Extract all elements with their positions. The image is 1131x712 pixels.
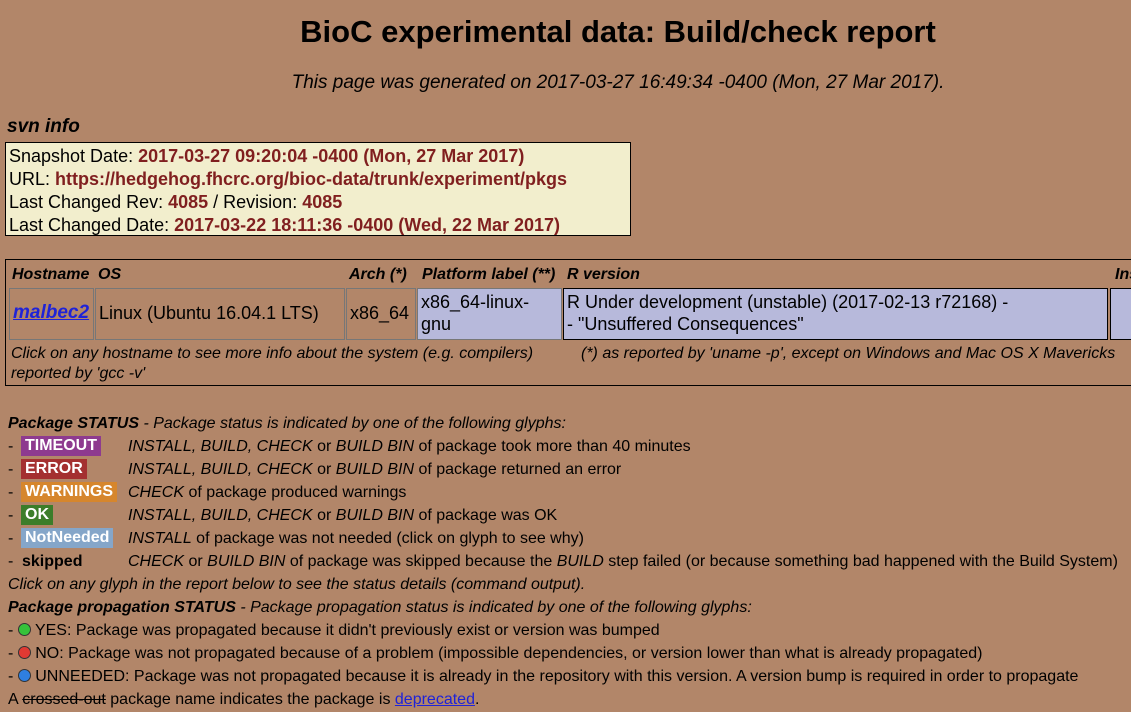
r-version-line-2: - "Unsuffered Consequences" (567, 314, 804, 334)
propagation-yes-text: YES: Package was propagated because it d… (30, 622, 660, 639)
crossed-out-example: crossed-out (22, 691, 106, 708)
os-value: Linux (Ubuntu 16.04.1 LTS) (99, 303, 319, 323)
warnings-glyph[interactable]: WARNINGS (21, 482, 117, 502)
arch-value: x86_64 (350, 303, 410, 323)
bullet-dash: - (8, 461, 14, 478)
status-heading: Package STATUS (8, 415, 140, 432)
status-row-ok: - OK INSTALL, BUILD, CHECK or BUILD BIN … (8, 505, 557, 526)
last-changed-date-value: 2017-03-22 18:11:36 -0400 (Wed, 22 Mar 2… (174, 215, 561, 235)
blue-dot-icon (17, 669, 31, 682)
header-arch: Arch (*) (349, 266, 407, 283)
generated-timestamp: This page was generated on 2017-03-27 16… (291, 72, 945, 93)
bullet-dash: - (8, 553, 14, 570)
arch-cell: x86_64 (346, 288, 416, 340)
propagation-row-unneeded: - UNNEEDED: Package was not propagated b… (8, 668, 1079, 685)
svn-info-box: Snapshot Date: 2017-03-27 09:20:04 -0400… (5, 142, 631, 236)
hosts-table: Hostname OS Arch (*) Platform label (**)… (5, 259, 1131, 386)
status-intro: - Package status is indicated by one of … (139, 415, 566, 432)
warnings-description: CHECK of package produced warnings (128, 484, 407, 501)
header-hostname: Hostname (12, 266, 90, 283)
url-value: https://hedgehog.fhcrc.org/bioc-data/tru… (55, 169, 568, 189)
skipped-label: skipped (22, 553, 83, 570)
header-r-version: R version (567, 266, 640, 283)
bullet-dash: - (8, 484, 14, 501)
platform-line-1: x86_64-linux- (421, 292, 530, 312)
status-row-notneeded: - NotNeeded INSTALL of package was not n… (8, 528, 584, 549)
status-row-error: - ERROR INSTALL, BUILD, CHECK or BUILD B… (8, 459, 621, 480)
snapshot-date-value: 2017-03-27 09:20:04 -0400 (Mon, 27 Mar 2… (138, 146, 525, 166)
header-os: OS (98, 266, 122, 283)
bullet-dash: - (8, 530, 14, 547)
ok-glyph[interactable]: OK (21, 505, 53, 525)
snapshot-date-label: Snapshot Date: (9, 146, 139, 166)
status-row-warnings: - WARNINGS CHECK of package produced war… (8, 482, 406, 503)
propagation-intro: - Package propagation status is indicate… (235, 599, 752, 616)
status-legend-heading: Package STATUS - Package status is indic… (8, 414, 566, 434)
skipped-description: CHECK or BUILD BIN of package was skippe… (128, 553, 1118, 570)
header-installed: Ins (1115, 266, 1131, 283)
rev-line: Last Changed Rev: 4085 / Revision: 4085 (9, 191, 630, 214)
r-version-cell: R Under development (unstable) (2017-02-… (563, 288, 1108, 340)
propagation-heading: Package propagation STATUS (8, 599, 236, 616)
last-changed-date-line: Last Changed Date: 2017-03-22 18:11:36 -… (9, 214, 630, 237)
os-cell: Linux (Ubuntu 16.04.1 LTS) (95, 288, 345, 340)
platform-line-2: gnu (421, 314, 452, 334)
timeout-description: INSTALL, BUILD, CHECK or BUILD BIN of pa… (128, 438, 691, 455)
propagation-unneeded-text: UNNEEDED: Package was not propagated bec… (30, 668, 1079, 685)
revision-label: / Revision: (208, 192, 303, 212)
deprecated-link[interactable]: deprecated (394, 691, 475, 708)
glyph-click-note: Click on any glyph in the report below t… (8, 576, 586, 593)
r-version-line-1: R Under development (unstable) (2017-02-… (567, 292, 1009, 312)
deprecated-note: A crossed-out package name indicates the… (8, 691, 480, 708)
header-platform: Platform label (**) (422, 266, 556, 283)
propagation-legend-heading: Package propagation STATUS - Package pro… (8, 598, 752, 618)
red-dot-icon (17, 646, 31, 659)
arch-note: (*) as reported by 'uname -p', except on… (581, 345, 1116, 362)
snapshot-date-line: Snapshot Date: 2017-03-27 09:20:04 -0400… (9, 145, 630, 168)
platform-cell: x86_64-linux- gnu (417, 288, 562, 340)
revision-value: 4085 (302, 192, 343, 212)
last-changed-rev-label: Last Changed Rev: (9, 192, 169, 212)
status-row-timeout: - TIMEOUT INSTALL, BUILD, CHECK or BUILD… (8, 436, 691, 457)
hostname-link[interactable]: malbec2 (13, 302, 90, 323)
url-line: URL: https://hedgehog.fhcrc.org/bioc-dat… (9, 168, 630, 191)
error-glyph[interactable]: ERROR (21, 459, 87, 479)
error-description: INSTALL, BUILD, CHECK or BUILD BIN of pa… (128, 461, 622, 478)
last-changed-date-label: Last Changed Date: (9, 215, 175, 235)
hostname-note-1: Click on any hostname to see more info a… (11, 345, 534, 362)
hostname-cell: malbec2 (9, 288, 94, 340)
last-changed-rev-value: 4085 (168, 192, 209, 212)
hostname-note-2: reported by 'gcc -v' (11, 365, 146, 382)
green-dot-icon (17, 623, 31, 636)
page-title: BioC experimental data: Build/check repo… (300, 14, 936, 49)
installed-cell (1110, 288, 1131, 340)
svn-info-heading: svn info (7, 116, 80, 137)
url-label: URL: (9, 169, 56, 189)
bullet-dash: - (8, 438, 14, 455)
status-row-skipped: - skipped CHECK or BUILD BIN of package … (8, 552, 1118, 572)
notneeded-description: INSTALL of package was not needed (click… (128, 530, 584, 547)
bullet-dash: - (8, 507, 14, 524)
propagation-row-no: - NO: Package was not propagated because… (8, 645, 983, 662)
notneeded-glyph[interactable]: NotNeeded (21, 528, 114, 548)
propagation-row-yes: - YES: Package was propagated because it… (8, 622, 660, 639)
ok-description: INSTALL, BUILD, CHECK or BUILD BIN of pa… (128, 507, 558, 524)
timeout-glyph[interactable]: TIMEOUT (21, 436, 101, 456)
propagation-no-text: NO: Package was not propagated because o… (30, 645, 983, 662)
